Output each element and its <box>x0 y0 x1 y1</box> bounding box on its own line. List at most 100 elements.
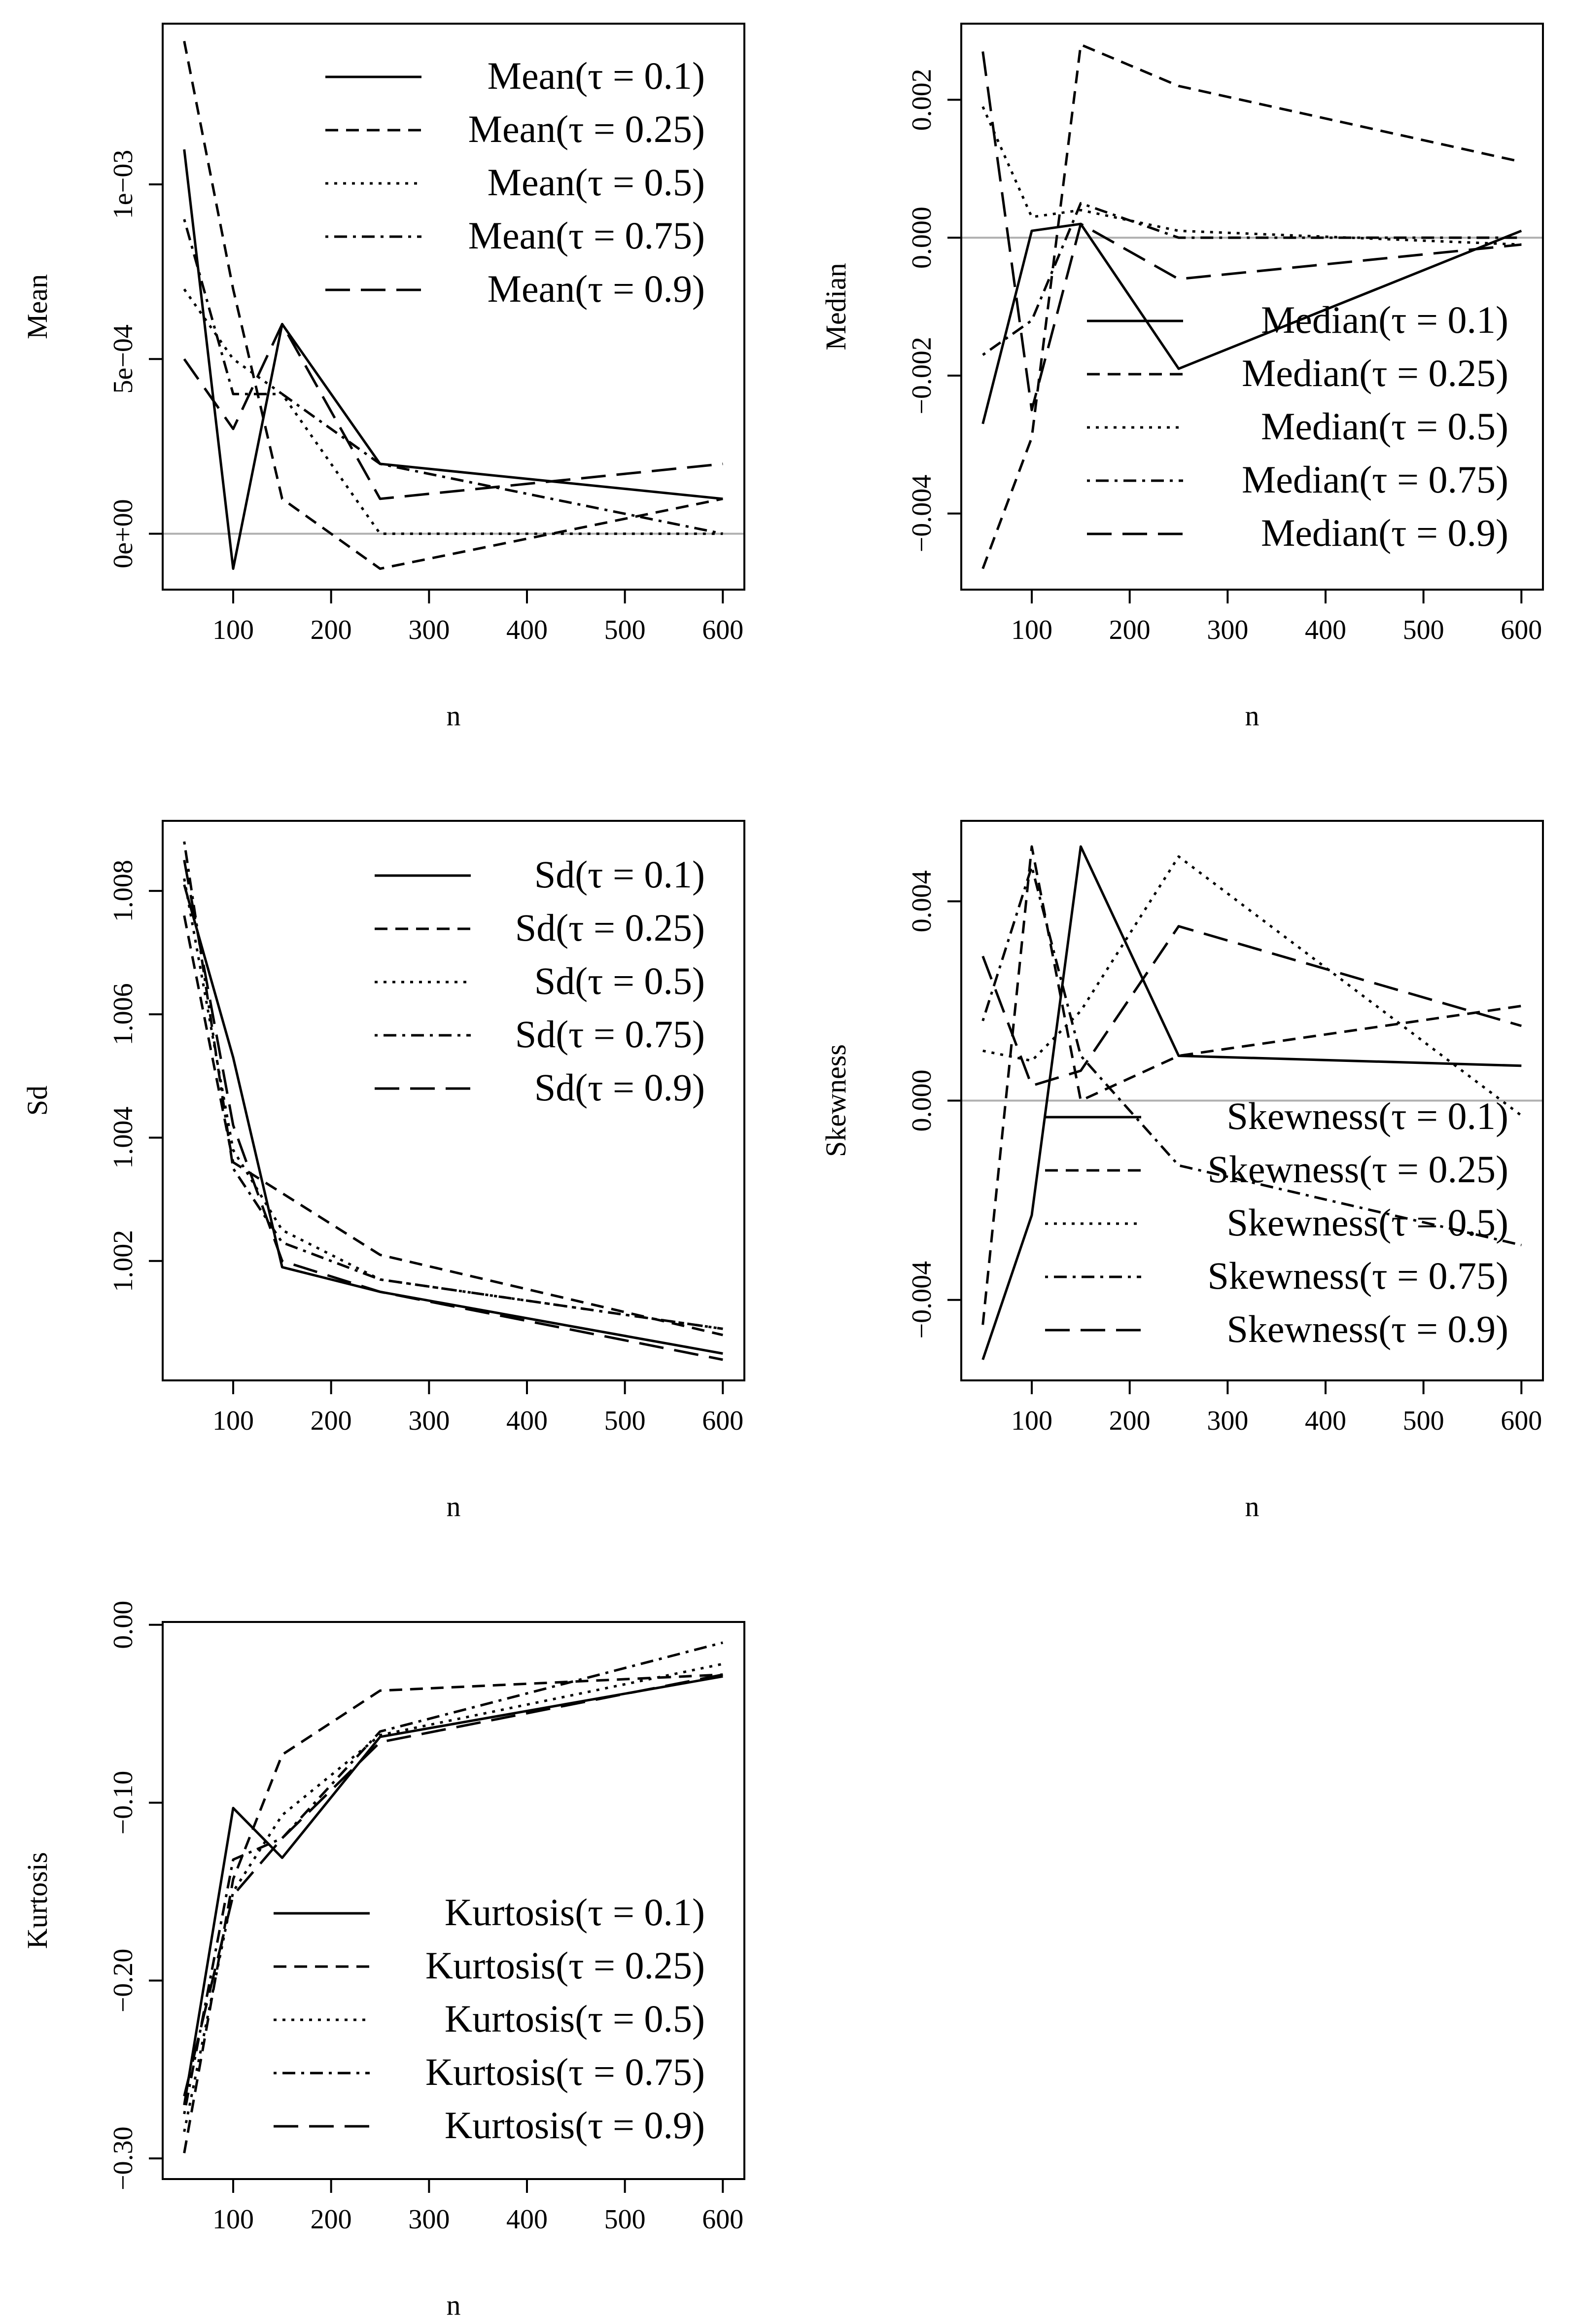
y-tick-label-median-0: −0.004 <box>907 475 937 553</box>
y-axis-mean: 0e+00 5e−04 1e−03 <box>108 150 163 568</box>
x-tick-label-median-400: 400 <box>1305 615 1346 645</box>
y-tick-label-sd-0: 1.002 <box>108 1230 139 1292</box>
legend-label-sd-3: Sd(τ = 0.5) <box>534 959 705 1002</box>
panel-skewness: 100 200 300 400 500 600 n −0.004 0.000 0.004 Skewn… <box>820 821 1543 1522</box>
legend-label-sd-2: Sd(τ = 0.25) <box>515 906 705 949</box>
legend-label-median-1: Median(τ = 0.1) <box>1261 298 1508 341</box>
x-tick-label-skewness-500: 500 <box>1403 1406 1444 1436</box>
x-tick-label-median-300: 300 <box>1207 615 1248 645</box>
y-axis-skewness: −0.004 0.000 0.004 <box>907 870 961 1338</box>
y-tick-label-skewness-1: 0.000 <box>907 1070 937 1132</box>
y-tick-label-skewness-0: −0.004 <box>907 1261 937 1339</box>
x-tick-label-skewness-100: 100 <box>1011 1406 1052 1436</box>
y-tick-label-median-2: 0.000 <box>907 207 937 269</box>
x-tick-label-skewness-400: 400 <box>1305 1406 1346 1436</box>
x-tick-label-kurtosis-400: 400 <box>506 2204 548 2235</box>
x-tick-label-kurtosis-500: 500 <box>604 2204 646 2235</box>
x-tick-label-skewness-300: 300 <box>1207 1406 1248 1436</box>
y-tick-label-sd-1: 1.004 <box>108 1107 139 1169</box>
x-tick-label-sd-500: 500 <box>604 1406 646 1436</box>
legend-label-sd-4: Sd(τ = 0.75) <box>515 1013 705 1056</box>
x-tick-label-median-600: 600 <box>1501 615 1542 645</box>
x-tick-label-sd-400: 400 <box>506 1406 548 1436</box>
legend-label-skewness-5: Skewness(τ = 0.9) <box>1227 1307 1508 1350</box>
legend-sd: Sd(τ = 0.1) Sd(τ = 0.25) Sd(τ = 0.5) Sd(τ =… <box>375 853 705 1109</box>
x-axis-mean: 100 200 300 400 500 600 <box>212 590 743 645</box>
y-tick-label-median-3: 0.002 <box>907 69 937 131</box>
x-tick-label-kurtosis-300: 300 <box>408 2204 450 2235</box>
x-tick-label-skewness-600: 600 <box>1501 1406 1542 1436</box>
legend-label-kurtosis-5: Kurtosis(τ = 0.9) <box>445 2104 705 2147</box>
series-line-mean-4 <box>184 219 723 534</box>
legend-median: Median(τ = 0.1) Median(τ = 0.25) Median(τ … <box>1087 298 1508 554</box>
y-tick-label-kurtosis-3: 0.00 <box>108 1601 139 1649</box>
y-axis-title-mean: Mean <box>21 274 53 339</box>
legend-label-mean-2: Mean(τ = 0.25) <box>468 107 705 150</box>
x-tick-label-sd-300: 300 <box>408 1406 450 1436</box>
y-tick-label-mean-1: 5e−04 <box>108 324 139 393</box>
x-axis-kurtosis: 100 200 300 400 500 600 <box>212 2179 743 2235</box>
legend-label-skewness-4: Skewness(τ = 0.75) <box>1208 1254 1508 1297</box>
x-axis-skewness: 100 200 300 400 500 600 <box>1011 1380 1542 1436</box>
series-line-sd-1 <box>184 885 723 1354</box>
legend-label-median-5: Median(τ = 0.9) <box>1261 511 1508 554</box>
panel-mean: 100 200 300 400 500 600 n 0e+00 5e−04 1e−03 Mean Me… <box>21 24 744 732</box>
y-tick-label-kurtosis-2: −0.10 <box>108 1771 139 1835</box>
panel-median: 100 200 300 400 500 600 n −0.004 −0.002 0.000 0.00… <box>820 24 1543 732</box>
y-axis-title-kurtosis: Kurtosis <box>21 1852 53 1949</box>
x-axis-sd: 100 200 300 400 500 600 <box>212 1380 743 1436</box>
x-tick-label-kurtosis-600: 600 <box>702 2204 743 2235</box>
legend-skewness: Skewness(τ = 0.1) Skewness(τ = 0.25) Skewn… <box>1045 1094 1508 1350</box>
x-tick-label-mean-600: 600 <box>702 615 743 645</box>
x-tick-label-mean-500: 500 <box>604 615 646 645</box>
x-tick-label-mean-100: 100 <box>212 615 254 645</box>
figure: 100 200 300 400 500 600n0e+005e−041e−03MeanMe… <box>0 0 1574 2324</box>
legend-label-median-3: Median(τ = 0.5) <box>1261 405 1508 448</box>
x-tick-label-kurtosis-200: 200 <box>311 2204 352 2235</box>
x-tick-label-sd-100: 100 <box>212 1406 254 1436</box>
legend-label-mean-4: Mean(τ = 0.75) <box>468 214 705 257</box>
y-axis-title-median: Median <box>820 263 852 350</box>
panel-sd: 100 200 300 400 500 600n1.0021.0041.0061.008S… <box>21 821 744 1522</box>
x-tick-label-kurtosis-100: 100 <box>212 2204 254 2235</box>
y-axis-title-sd: Sd <box>21 1086 53 1116</box>
x-tick-label-sd-200: 200 <box>311 1406 352 1436</box>
legend-mean: Mean(τ = 0.1) Mean(τ = 0.25) Mean(τ = 0.5)… <box>325 54 705 310</box>
y-tick-label-skewness-2: 0.004 <box>907 870 937 932</box>
legend-label-sd-1: Sd(τ = 0.1) <box>534 853 705 896</box>
legend-label-sd-5: Sd(τ = 0.9) <box>534 1066 705 1109</box>
legend-label-mean-1: Mean(τ = 0.1) <box>488 54 705 97</box>
x-tick-label-median-100: 100 <box>1011 615 1052 645</box>
x-axis-title-skewness: n <box>1245 1490 1259 1522</box>
series-line-skewness-2 <box>983 846 1522 1325</box>
y-tick-label-mean-2: 1e−03 <box>108 150 139 219</box>
y-axis-sd: 1.002 1.004 1.006 1.008 <box>108 860 163 1292</box>
x-tick-label-mean-300: 300 <box>408 615 450 645</box>
legend-label-median-4: Median(τ = 0.75) <box>1242 458 1508 501</box>
y-axis-kurtosis: −0.30 −0.20 −0.10 0.00 <box>108 1601 163 2190</box>
y-tick-label-kurtosis-0: −0.30 <box>108 2126 139 2190</box>
legend-label-skewness-3: Skewness(τ = 0.5) <box>1227 1201 1508 1244</box>
x-tick-label-skewness-200: 200 <box>1109 1406 1151 1436</box>
y-tick-label-sd-2: 1.006 <box>108 983 139 1045</box>
x-axis-title-kurtosis: n <box>447 2289 461 2321</box>
x-tick-label-mean-400: 400 <box>506 615 548 645</box>
legend-label-kurtosis-4: Kurtosis(τ = 0.75) <box>425 2050 705 2093</box>
legend-label-mean-3: Mean(τ = 0.5) <box>488 161 705 204</box>
legend-label-median-2: Median(τ = 0.25) <box>1242 352 1508 394</box>
legend-label-mean-5: Mean(τ = 0.9) <box>488 267 705 310</box>
x-axis-title-sd: n <box>447 1490 461 1522</box>
x-tick-label-mean-200: 200 <box>311 615 352 645</box>
x-tick-label-median-200: 200 <box>1109 615 1151 645</box>
y-axis-title-skewness: Skewness <box>820 1044 852 1157</box>
x-axis-title-median: n <box>1245 700 1259 732</box>
legend-label-kurtosis-3: Kurtosis(τ = 0.5) <box>445 1997 705 2040</box>
legend-label-skewness-1: Skewness(τ = 0.1) <box>1227 1094 1508 1137</box>
x-tick-label-median-500: 500 <box>1403 615 1444 645</box>
x-axis-median: 100 200 300 400 500 600 <box>1011 590 1542 645</box>
y-tick-label-sd-3: 1.008 <box>108 860 139 922</box>
legend-label-skewness-2: Skewness(τ = 0.25) <box>1208 1148 1508 1191</box>
series-line-kurtosis-4 <box>184 1643 723 2114</box>
x-axis-title-mean: n <box>447 700 461 732</box>
panel-kurtosis: 100 200 300 400 500 600 n −0.30 −0.20 −0.10 0.00 Ku… <box>21 1601 744 2321</box>
